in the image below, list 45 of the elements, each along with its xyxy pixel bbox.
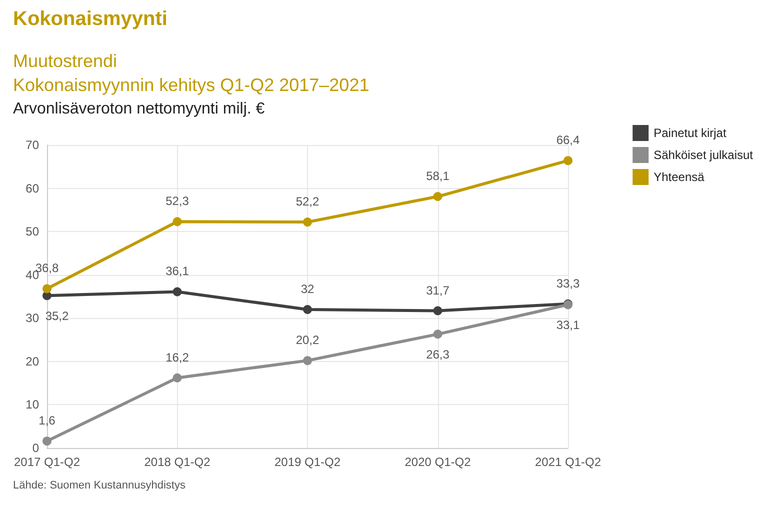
data-label: 36,1 bbox=[166, 264, 190, 278]
y-tick-label: 10 bbox=[26, 398, 40, 412]
point bbox=[564, 156, 572, 166]
chart-subtitle: Muutostrendi Kokonaismyynnin kehitys Q1-Q2 2017–2021 bbox=[13, 51, 370, 95]
data-label: 66,4 bbox=[556, 133, 580, 148]
data-label: 1,6 bbox=[38, 414, 56, 428]
legend-label: Yhteensä bbox=[654, 170, 705, 184]
point bbox=[303, 218, 312, 227]
x-tick-label: 2019 Q1-Q2 bbox=[274, 455, 341, 469]
text: Lähde: Suomen Kustannusyhdistys bbox=[13, 480, 186, 492]
data-label: 31,7 bbox=[426, 283, 450, 298]
y-tick-label: 70 bbox=[26, 138, 40, 152]
data-label: 52,2 bbox=[296, 194, 320, 209]
point bbox=[303, 304, 312, 314]
point bbox=[172, 287, 182, 296]
data-label: 16,2 bbox=[166, 350, 190, 364]
point bbox=[433, 306, 442, 316]
point bbox=[303, 356, 312, 366]
y-axis-title: Arvonlisäveroton nettomyynti milj. € bbox=[13, 100, 265, 118]
point bbox=[42, 436, 52, 446]
point bbox=[433, 192, 442, 202]
x-tick-label: 2018 Q1-Q2 bbox=[144, 455, 211, 469]
point bbox=[42, 284, 52, 294]
chart-title: Kokonaismyynti bbox=[13, 8, 168, 30]
x-tick-label: 2017 Q1-Q2 bbox=[14, 455, 80, 469]
y-tick-label: 20 bbox=[26, 354, 40, 368]
data-label: 52,3 bbox=[166, 194, 190, 208]
legend-label: Painetut kirjat bbox=[654, 126, 727, 140]
data-label: 58,1 bbox=[426, 169, 450, 184]
y-tick-label: 60 bbox=[26, 181, 40, 196]
data-label: 33,1 bbox=[556, 318, 580, 332]
point bbox=[172, 217, 182, 226]
data-label: 26,3 bbox=[426, 348, 450, 362]
data-label: 35,2 bbox=[45, 309, 69, 324]
data-label: 20,2 bbox=[296, 333, 320, 348]
x-tick-label: 2020 Q1-Q2 bbox=[404, 455, 472, 469]
data-label: 32 bbox=[300, 282, 314, 296]
data-label: 33,3 bbox=[556, 276, 580, 290]
legend-label: Sähköiset julkaisut bbox=[654, 148, 754, 162]
y-tick-label: 30 bbox=[26, 311, 40, 326]
point bbox=[172, 373, 182, 382]
x-tick-label: 2021 Q1-Q2 bbox=[534, 455, 602, 469]
point bbox=[433, 330, 442, 339]
y-tick-label: 50 bbox=[26, 224, 40, 239]
y-tick-label: 0 bbox=[32, 441, 40, 455]
